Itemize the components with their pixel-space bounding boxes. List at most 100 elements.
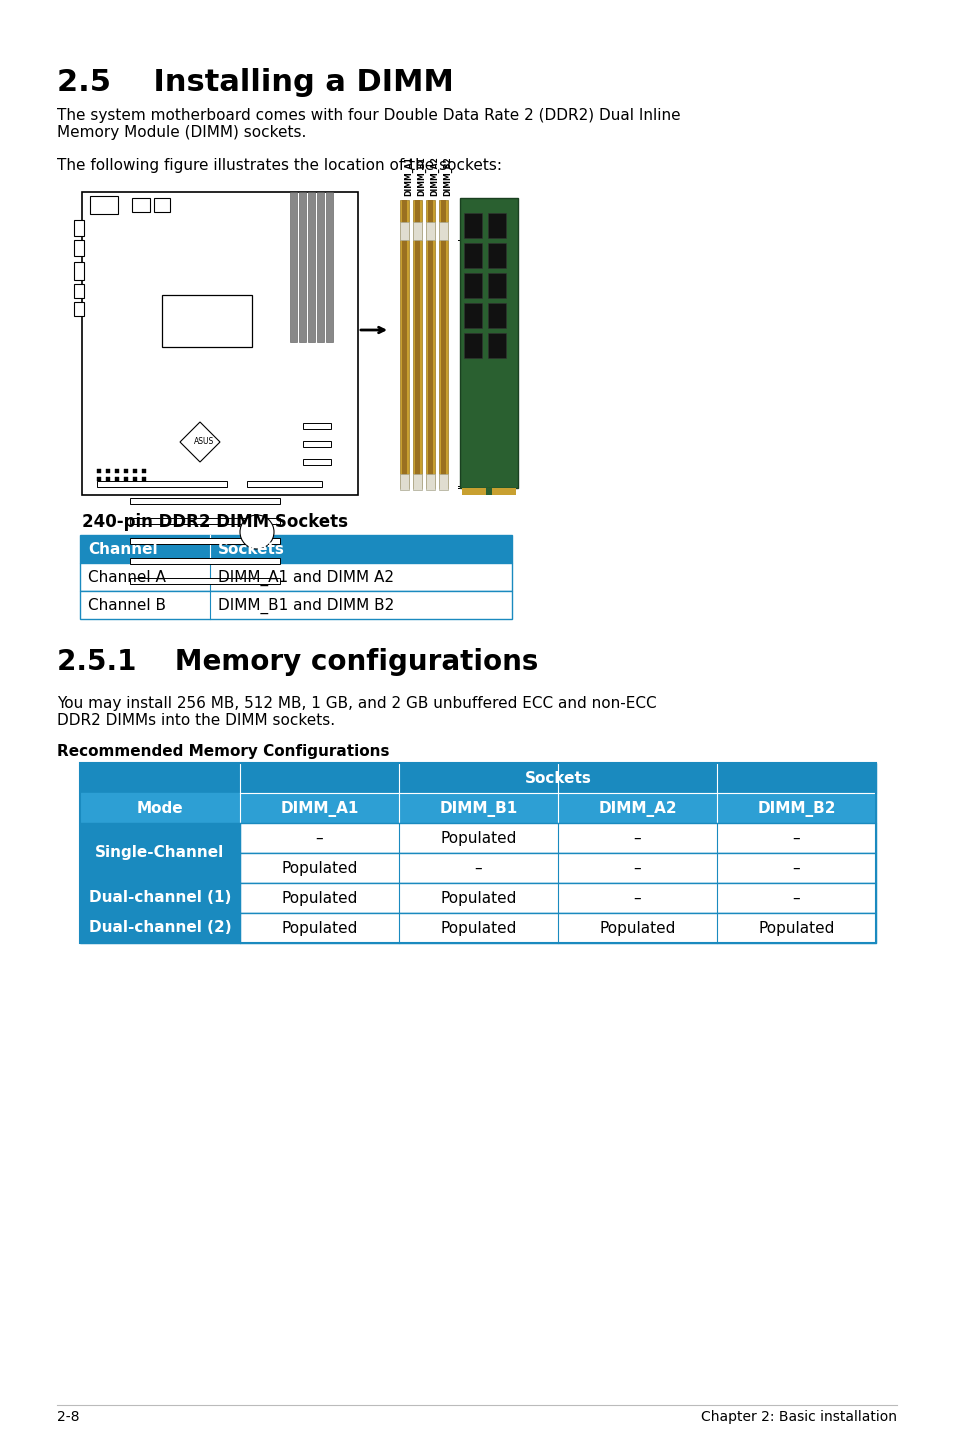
- Text: Sockets: Sockets: [218, 542, 285, 557]
- Text: –: –: [475, 861, 482, 876]
- Bar: [82, 193, 357, 495]
- Text: 128 Pins: 128 Pins: [465, 249, 476, 290]
- Bar: [303, 441, 331, 447]
- Text: Populated: Populated: [758, 920, 834, 936]
- Text: The system motherboard comes with four Double Data Rate 2 (DDR2) Dual Inline
Mem: The system motherboard comes with four D…: [57, 108, 679, 141]
- Bar: [413, 475, 421, 490]
- Text: –: –: [633, 861, 640, 876]
- Text: DIMM_A2: DIMM_A2: [430, 157, 439, 196]
- Bar: [438, 475, 448, 490]
- Bar: [80, 564, 512, 591]
- Text: Chapter 2: Basic installation: Chapter 2: Basic installation: [700, 1411, 896, 1424]
- Text: 2.5.1    Memory configurations: 2.5.1 Memory configurations: [57, 649, 537, 676]
- Text: Channel B: Channel B: [88, 598, 166, 613]
- Bar: [80, 764, 875, 943]
- Bar: [438, 221, 448, 240]
- Bar: [132, 469, 137, 473]
- Bar: [142, 469, 146, 473]
- Text: DIMM_A1: DIMM_A1: [404, 157, 414, 196]
- Bar: [247, 480, 322, 487]
- Text: DIMM_A1 and DIMM A2: DIMM_A1 and DIMM A2: [218, 569, 394, 587]
- Text: Recommended Memory Configurations: Recommended Memory Configurations: [57, 743, 389, 759]
- Text: 2-8: 2-8: [57, 1411, 79, 1424]
- Text: DIMM_B1: DIMM_B1: [417, 157, 426, 196]
- Bar: [106, 469, 110, 473]
- Bar: [97, 477, 101, 480]
- Bar: [80, 591, 512, 618]
- Bar: [399, 221, 409, 240]
- Bar: [80, 764, 875, 792]
- Bar: [240, 883, 875, 913]
- Bar: [115, 469, 119, 473]
- Text: Populated: Populated: [281, 920, 357, 936]
- Bar: [80, 792, 875, 823]
- Bar: [142, 477, 146, 480]
- Bar: [463, 243, 481, 267]
- Bar: [124, 469, 128, 473]
- Bar: [130, 578, 280, 584]
- Bar: [426, 200, 435, 487]
- Bar: [153, 198, 170, 211]
- Bar: [308, 193, 314, 342]
- Bar: [162, 295, 252, 347]
- Text: 2.5    Installing a DIMM: 2.5 Installing a DIMM: [57, 68, 454, 96]
- Text: Channel: Channel: [88, 542, 157, 557]
- Bar: [130, 498, 280, 503]
- Bar: [97, 480, 227, 487]
- Text: –: –: [315, 831, 323, 846]
- Bar: [463, 273, 481, 298]
- Bar: [488, 273, 505, 298]
- Bar: [461, 487, 516, 495]
- Bar: [316, 193, 324, 342]
- Bar: [463, 334, 481, 358]
- Text: The following figure illustrates the location of the sockets:: The following figure illustrates the loc…: [57, 158, 501, 173]
- Bar: [488, 303, 505, 328]
- Text: ASUS: ASUS: [193, 437, 214, 446]
- Bar: [303, 423, 331, 429]
- Bar: [426, 475, 435, 490]
- Bar: [459, 198, 517, 487]
- Text: –: –: [633, 831, 640, 846]
- Bar: [426, 221, 435, 240]
- Text: Populated: Populated: [281, 861, 357, 876]
- Bar: [74, 240, 84, 256]
- Text: Dual-channel (1): Dual-channel (1): [89, 890, 231, 905]
- Bar: [97, 469, 101, 473]
- Polygon shape: [180, 421, 220, 462]
- Text: Mode: Mode: [136, 801, 183, 815]
- Text: Single-Channel: Single-Channel: [95, 844, 224, 860]
- Bar: [413, 200, 421, 487]
- Bar: [303, 459, 331, 464]
- Text: Populated: Populated: [440, 920, 517, 936]
- Bar: [80, 535, 512, 564]
- Bar: [115, 477, 119, 480]
- Bar: [132, 477, 137, 480]
- Bar: [399, 200, 409, 487]
- Bar: [80, 883, 240, 913]
- Bar: [485, 487, 492, 495]
- Bar: [463, 213, 481, 239]
- Bar: [298, 193, 306, 342]
- Text: DIMM_A1: DIMM_A1: [280, 801, 358, 817]
- Text: Populated: Populated: [440, 831, 517, 846]
- Bar: [124, 477, 128, 480]
- Bar: [240, 913, 875, 943]
- Bar: [488, 334, 505, 358]
- Text: Populated: Populated: [598, 920, 675, 936]
- Text: DIMM_B2: DIMM_B2: [443, 157, 452, 196]
- Bar: [132, 198, 150, 211]
- Circle shape: [240, 515, 274, 549]
- Text: Populated: Populated: [440, 892, 517, 906]
- Bar: [438, 200, 448, 487]
- Bar: [428, 200, 433, 487]
- Bar: [74, 283, 84, 298]
- Bar: [80, 913, 240, 943]
- Bar: [240, 853, 875, 883]
- Text: –: –: [792, 892, 800, 906]
- Text: Channel A: Channel A: [88, 569, 166, 585]
- Text: You may install 256 MB, 512 MB, 1 GB, and 2 GB unbuffered ECC and non-ECC
DDR2 D: You may install 256 MB, 512 MB, 1 GB, an…: [57, 696, 656, 729]
- Bar: [74, 220, 84, 236]
- Bar: [290, 193, 296, 342]
- Bar: [74, 302, 84, 316]
- Text: 112 Pins: 112 Pins: [465, 374, 476, 416]
